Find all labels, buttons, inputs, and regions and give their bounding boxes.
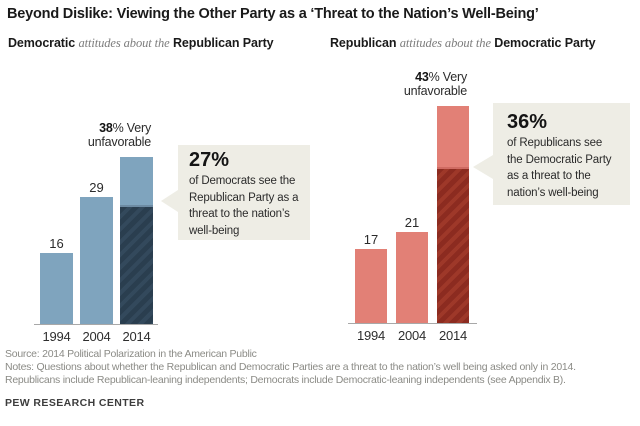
callout-republicans-threat: 36% of Republicans see the Democratic Par…	[473, 103, 630, 205]
subtitle-republican-attitudes: Republican attitudes about the Democrati…	[330, 36, 596, 51]
callout-text-line: Republican Party as a	[189, 191, 299, 204]
bar-2004	[396, 232, 428, 323]
value-label: 16	[49, 236, 64, 251]
very-unfavorable-label: 38% Very unfavorable	[87, 121, 151, 149]
subtitle-right-middle: attitudes about the	[399, 36, 491, 50]
subtitle-right-party: Republican	[330, 36, 397, 50]
callout-text-line: of Democrats see the	[189, 175, 296, 187]
bar-1994	[355, 249, 387, 323]
bar-2014	[437, 106, 469, 323]
x-axis-line	[34, 324, 158, 325]
pew-research-center-label: PEW RESEARCH CENTER	[5, 397, 145, 409]
source-line: Source: 2014 Political Polarization in t…	[5, 348, 257, 360]
callout-text-line: as a threat to the	[507, 170, 591, 182]
year-label: 1994	[42, 329, 71, 344]
very-unfavorable-label: 43% Very unfavorable	[403, 70, 467, 98]
threat-segment	[120, 205, 153, 324]
value-label: 17	[363, 232, 379, 247]
subtitle-right-target: Democratic Party	[494, 36, 596, 50]
bar-2004	[80, 197, 113, 324]
source-notes: Source: 2014 Political Polarization in t…	[5, 348, 576, 387]
callout-text-line: threat to the nation’s	[189, 208, 290, 220]
callout-percent: 36%	[507, 111, 548, 133]
callout-democrats-threat: 27% of Democrats see the Republican Party…	[161, 145, 310, 240]
year-label: 2004	[397, 328, 427, 343]
callout-text-line: well-being	[189, 224, 240, 237]
x-axis-line	[348, 323, 477, 324]
bar-1994	[40, 253, 73, 324]
callout-text-line: nation’s well-being	[507, 186, 599, 199]
subtitle-democratic-attitudes: Democratic attitudes about the Republica…	[8, 36, 274, 51]
callout-text-line: of Republicans see	[507, 137, 603, 149]
subtitle-left-target: Republican Party	[173, 36, 274, 50]
year-label: 2004	[82, 329, 111, 344]
figure-title: Beyond Dislike: Viewing the Other Party …	[7, 6, 539, 22]
bar-2014	[120, 157, 153, 324]
value-label: 21	[404, 215, 420, 230]
value-label: 29	[89, 180, 104, 195]
notes-line-1: Notes: Questions about whether the Repub…	[5, 361, 576, 373]
callout-left-pointer	[473, 155, 493, 179]
year-label: 2014	[122, 329, 151, 344]
callout-text: of Republicans see the Democratic Party as…	[507, 135, 630, 201]
subtitle-left-middle: attitudes about the	[78, 36, 170, 50]
callout-percent: 27%	[189, 149, 230, 171]
callout-left-pointer	[161, 190, 178, 212]
subtitle-left-party: Democratic	[8, 36, 76, 50]
threat-segment	[437, 167, 469, 323]
notes-line-2: Republicans include Republican-leaning i…	[5, 374, 566, 386]
callout-text: of Democrats see the Republican Party as …	[189, 173, 310, 239]
callout-text-line: the Democratic Party	[507, 153, 612, 166]
year-label: 2014	[438, 328, 468, 343]
year-label: 1994	[356, 328, 386, 343]
